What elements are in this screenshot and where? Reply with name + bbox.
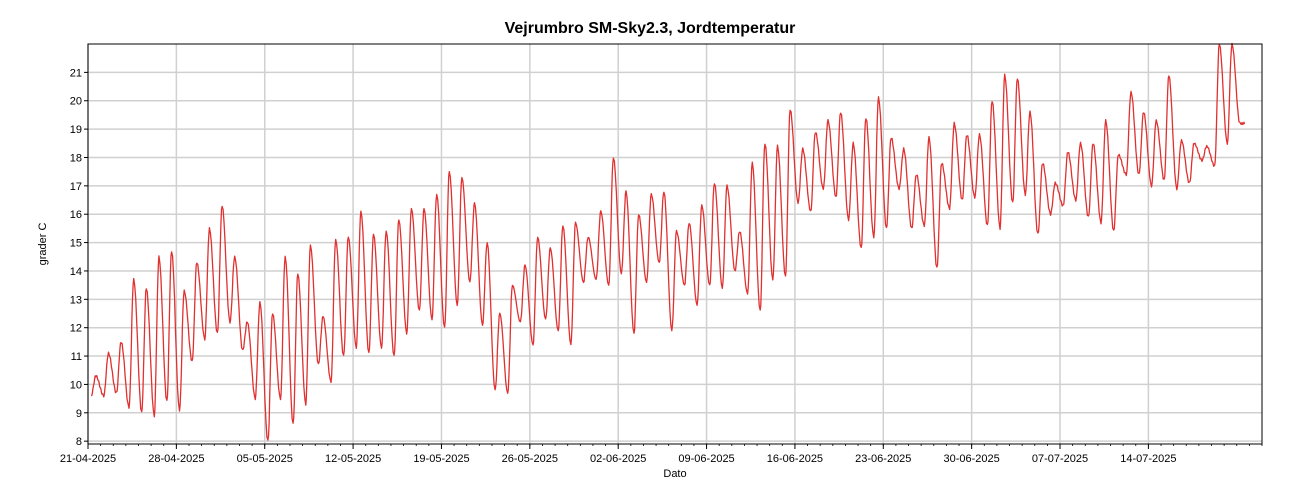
y-tick-label: 21 bbox=[70, 67, 82, 79]
temperature-series-line bbox=[90, 42, 1246, 441]
x-tick-label: 26-05-2025 bbox=[502, 453, 558, 465]
plot-frame bbox=[87, 43, 1263, 445]
y-tick-label: 16 bbox=[70, 209, 82, 221]
x-tick-label: 12-05-2025 bbox=[325, 453, 381, 465]
y-tick-label: 20 bbox=[70, 96, 82, 108]
y-tick-label: 19 bbox=[70, 124, 82, 136]
x-axis-label: Dato bbox=[663, 468, 686, 480]
series-layer bbox=[90, 42, 1246, 441]
y-tick-label: 12 bbox=[70, 323, 82, 335]
y-tick-label: 13 bbox=[70, 294, 82, 306]
y-tick-label: 15 bbox=[70, 238, 82, 250]
y-axis-label: grader C bbox=[37, 223, 49, 266]
x-tick-label: 16-06-2025 bbox=[767, 453, 823, 465]
x-tick-label: 14-07-2025 bbox=[1120, 453, 1176, 465]
y-tick-label: 8 bbox=[76, 436, 82, 448]
y-tick-label: 10 bbox=[70, 379, 82, 391]
axis-ticks: 8 9 10 11 12 13 14 15 16 17 18 19 20 21 21-04-2025 28-0… bbox=[60, 67, 1263, 465]
x-tick-label: 19-05-2025 bbox=[413, 453, 469, 465]
x-tick-label: 02-06-2025 bbox=[590, 453, 646, 465]
x-tick-label: 21-04-2025 bbox=[60, 453, 116, 465]
y-tick-label: 9 bbox=[76, 408, 82, 420]
x-tick-label: 28-04-2025 bbox=[148, 453, 204, 465]
y-tick-label: 14 bbox=[70, 266, 82, 278]
x-tick-label: 05-05-2025 bbox=[237, 453, 293, 465]
x-tick-label: 09-06-2025 bbox=[678, 453, 734, 465]
y-tick-label: 17 bbox=[70, 181, 82, 193]
x-tick-label: 07-07-2025 bbox=[1032, 453, 1088, 465]
chart-title: Vejrumbro SM-Sky2.3, Jordtemperatur bbox=[504, 20, 796, 37]
x-tick-label: 23-06-2025 bbox=[855, 453, 911, 465]
y-tick-label: 11 bbox=[71, 351, 82, 363]
y-tick-label: 18 bbox=[70, 152, 82, 164]
x-tick-label: 30-06-2025 bbox=[944, 453, 1000, 465]
